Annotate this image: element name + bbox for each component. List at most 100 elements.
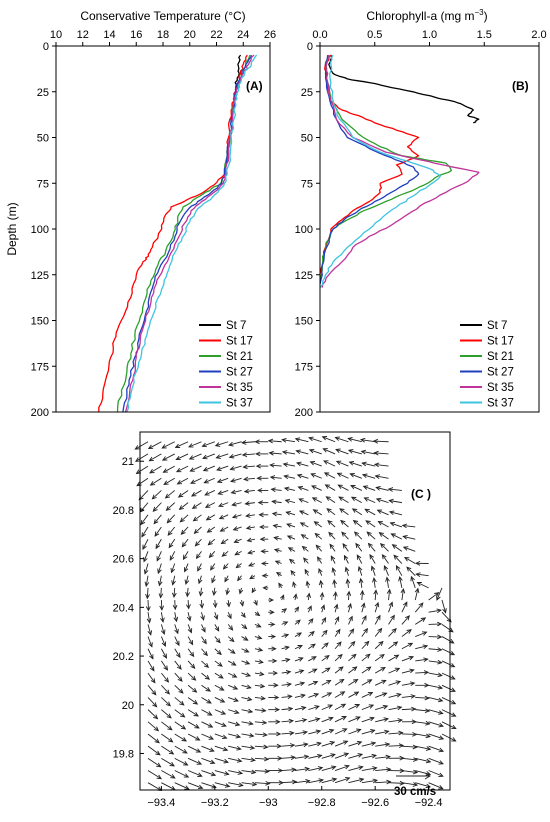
velocity-arrow xyxy=(348,461,362,467)
velocity-arrow xyxy=(281,645,290,651)
velocity-arrow xyxy=(187,660,196,669)
velocity-arrow xyxy=(182,551,189,561)
y-tick-label: 25 xyxy=(301,87,313,99)
velocity-arrow xyxy=(222,563,229,570)
velocity-arrow xyxy=(388,730,404,736)
velocity-arrow xyxy=(268,755,283,761)
velocity-arrow xyxy=(142,538,149,551)
velocity-arrow xyxy=(281,450,296,455)
series-line xyxy=(320,54,420,285)
velocity-arrow xyxy=(321,716,334,723)
velocity-arrow xyxy=(390,533,403,540)
velocity-arrow xyxy=(366,531,376,540)
velocity-arrow xyxy=(187,636,194,646)
velocity-arrow xyxy=(201,660,210,668)
velocity-arrow xyxy=(332,579,337,588)
x-tick-label: 10 xyxy=(50,29,62,41)
velocity-arrow xyxy=(325,496,336,504)
velocity-arrow xyxy=(374,654,385,662)
velocity-arrow xyxy=(147,757,162,768)
velocity-arrow xyxy=(415,682,430,688)
velocity-arrow xyxy=(334,666,344,674)
velocity-arrow xyxy=(281,682,293,687)
panel-c-scale-arrow xyxy=(396,772,431,780)
velocity-arrow xyxy=(246,537,256,543)
velocity-arrow xyxy=(441,660,456,668)
velocity-arrow xyxy=(350,485,362,491)
velocity-arrow xyxy=(268,646,277,652)
panel-b-label: (B) xyxy=(512,79,529,93)
velocity-arrow xyxy=(241,708,254,714)
velocity-arrow xyxy=(393,554,403,564)
velocity-arrow xyxy=(175,453,189,461)
velocity-arrow xyxy=(441,697,457,705)
velocity-arrow xyxy=(241,781,258,787)
velocity-arrow xyxy=(334,628,341,637)
velocity-arrow xyxy=(317,556,323,564)
velocity-arrow xyxy=(334,703,347,711)
velocity-arrow xyxy=(243,476,255,482)
velocity-arrow xyxy=(194,538,202,547)
velocity-arrow xyxy=(227,636,235,643)
velocity-arrow xyxy=(151,490,162,500)
velocity-arrow xyxy=(290,569,296,576)
series-line xyxy=(122,54,252,412)
velocity-arrow xyxy=(361,627,368,637)
panel-a-series xyxy=(98,54,258,412)
panel-b-title: Chlorophyll-a (mg m−3) xyxy=(366,8,487,23)
velocity-arrow xyxy=(202,453,215,460)
x-tick-label: 1.0 xyxy=(422,29,437,41)
velocity-arrow xyxy=(388,654,400,662)
panel-c: −93.4 −93.2 −93 −92.8 −92.6 −92.4 19.8 20 20.2 2… xyxy=(113,431,457,809)
velocity-arrow xyxy=(183,563,189,573)
velocity-arrow xyxy=(187,648,195,658)
velocity-arrow xyxy=(294,730,309,735)
velocity-arrow xyxy=(241,660,251,665)
y-tick-label: 20 xyxy=(122,700,134,712)
velocity-arrow xyxy=(318,579,324,588)
velocity-arrow xyxy=(254,671,265,677)
velocity-arrow xyxy=(415,572,429,577)
velocity-arrow xyxy=(389,521,403,528)
velocity-arrow xyxy=(170,563,176,574)
velocity-arrow xyxy=(187,709,199,717)
velocity-arrow xyxy=(186,600,191,610)
velocity-arrow xyxy=(348,691,360,698)
velocity-arrow xyxy=(174,770,190,778)
velocity-arrow xyxy=(187,672,197,681)
velocity-arrow xyxy=(321,741,336,747)
velocity-arrow xyxy=(294,669,305,674)
velocity-arrow xyxy=(179,514,189,523)
velocity-arrow xyxy=(308,717,321,723)
velocity-arrow xyxy=(372,577,377,588)
velocity-arrow xyxy=(201,684,211,692)
velocity-arrow xyxy=(160,636,167,647)
velocity-arrow xyxy=(361,666,372,674)
velocity-arrow xyxy=(336,472,349,479)
velocity-arrow xyxy=(254,695,266,701)
velocity-arrow xyxy=(402,534,416,540)
velocity-arrow xyxy=(321,728,335,735)
velocity-arrow xyxy=(149,477,162,486)
velocity-arrow xyxy=(187,721,200,729)
velocity-arrow xyxy=(401,668,415,674)
velocity-arrow xyxy=(228,684,239,690)
velocity-arrow xyxy=(262,585,269,591)
velocity-arrow xyxy=(255,463,269,469)
velocity-arrow xyxy=(178,502,189,511)
velocity-arrow xyxy=(211,587,217,597)
velocity-arrow xyxy=(428,721,444,728)
velocity-arrow xyxy=(331,567,337,576)
velocity-arrow xyxy=(144,575,150,588)
velocity-arrow xyxy=(388,510,403,516)
y-tick-label: 150 xyxy=(31,316,49,328)
velocity-arrow xyxy=(226,599,231,608)
velocity-arrow xyxy=(386,588,392,601)
velocity-arrow xyxy=(321,692,333,698)
velocity-arrow xyxy=(147,697,158,708)
velocity-arrow xyxy=(441,648,456,656)
velocity-arrow xyxy=(169,551,176,561)
velocity-arrow xyxy=(147,745,161,756)
velocity-arrow xyxy=(187,684,198,693)
legend-label: St 35 xyxy=(226,382,253,394)
